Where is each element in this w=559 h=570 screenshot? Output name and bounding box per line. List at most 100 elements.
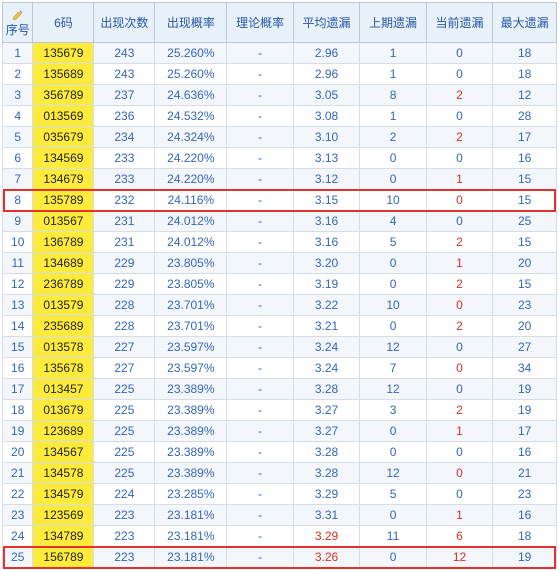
header-idx[interactable]: 序号 (3, 3, 33, 43)
table-row[interactable]: 813578923224.116%-3.1510015 (3, 190, 557, 211)
cell-prev: 2 (360, 127, 426, 148)
cell-code: 013579 (33, 295, 94, 316)
cell-avg: 3.13 (293, 148, 359, 169)
cell-idx: 18 (3, 400, 33, 421)
lottery-table: 序号 6码 出现次数 出现概率 理论概率 平均遗漏 上期遗漏 当前遗漏 最大遗漏… (2, 2, 557, 568)
header-count[interactable]: 出现次数 (94, 3, 155, 43)
cell-count: 228 (94, 295, 155, 316)
cell-curr: 0 (426, 64, 492, 85)
header-prev[interactable]: 上期遗漏 (360, 3, 426, 43)
table-row[interactable]: 2213457922423.285%-3.295023 (3, 484, 557, 505)
cell-code: 013567 (33, 211, 94, 232)
table-row[interactable]: 1912368922523.389%-3.270117 (3, 421, 557, 442)
cell-prev: 0 (360, 274, 426, 295)
cell-avg: 3.19 (293, 274, 359, 295)
cell-curr: 6 (426, 526, 492, 547)
table-row[interactable]: 2013456722523.389%-3.280016 (3, 442, 557, 463)
cell-prob: 23.181% (155, 547, 227, 568)
header-avg[interactable]: 平均遗漏 (293, 3, 359, 43)
cell-prob: 23.701% (155, 316, 227, 337)
cell-count: 223 (94, 547, 155, 568)
cell-prob: 24.220% (155, 169, 227, 190)
cell-prob: 24.012% (155, 211, 227, 232)
cell-idx: 3 (3, 85, 33, 106)
cell-avg: 3.27 (293, 421, 359, 442)
cell-avg: 3.31 (293, 505, 359, 526)
cell-theo: - (227, 295, 293, 316)
table-row[interactable]: 713467923324.220%-3.120115 (3, 169, 557, 190)
cell-idx: 22 (3, 484, 33, 505)
cell-idx: 23 (3, 505, 33, 526)
cell-avg: 3.15 (293, 190, 359, 211)
cell-count: 236 (94, 106, 155, 127)
header-prob[interactable]: 出现概率 (155, 3, 227, 43)
cell-avg: 3.16 (293, 211, 359, 232)
cell-curr: 0 (426, 295, 492, 316)
header-curr[interactable]: 当前遗漏 (426, 3, 492, 43)
cell-idx: 7 (3, 169, 33, 190)
table-row[interactable]: 1801367922523.389%-3.273219 (3, 400, 557, 421)
table-row[interactable]: 1301357922823.701%-3.2210023 (3, 295, 557, 316)
cell-count: 231 (94, 211, 155, 232)
table-row[interactable]: 213568924325.260%-2.961018 (3, 64, 557, 85)
cell-idx: 15 (3, 337, 33, 358)
cell-avg: 3.24 (293, 337, 359, 358)
cell-code: 156789 (33, 547, 94, 568)
table-row[interactable]: 401356923624.532%-3.081028 (3, 106, 557, 127)
cell-theo: - (227, 547, 293, 568)
cell-idx: 4 (3, 106, 33, 127)
cell-count: 224 (94, 484, 155, 505)
table-row[interactable]: 1013678923124.012%-3.165215 (3, 232, 557, 253)
cell-prev: 0 (360, 421, 426, 442)
cell-prev: 10 (360, 295, 426, 316)
cell-prev: 1 (360, 106, 426, 127)
cell-prev: 0 (360, 547, 426, 568)
table-row[interactable]: 901356723124.012%-3.164025 (3, 211, 557, 232)
cell-max: 23 (493, 295, 557, 316)
table-row[interactable]: 1223678922923.805%-3.190215 (3, 274, 557, 295)
table-row[interactable]: 2113457822523.389%-3.2812021 (3, 463, 557, 484)
cell-theo: - (227, 274, 293, 295)
cell-prob: 23.389% (155, 400, 227, 421)
table-row[interactable]: 1423568922823.701%-3.210220 (3, 316, 557, 337)
cell-max: 19 (493, 379, 557, 400)
table-row[interactable]: 2413478922323.181%-3.2911618 (3, 526, 557, 547)
table-row[interactable]: 1113468922923.805%-3.200120 (3, 253, 557, 274)
table-row[interactable]: 1701345722523.389%-3.2812019 (3, 379, 557, 400)
cell-code: 236789 (33, 274, 94, 295)
cell-theo: - (227, 211, 293, 232)
cell-max: 15 (493, 190, 557, 211)
cell-max: 23 (493, 484, 557, 505)
cell-code: 134579 (33, 484, 94, 505)
header-theo[interactable]: 理论概率 (227, 3, 293, 43)
cell-curr: 0 (426, 148, 492, 169)
table-row[interactable]: 1613567822723.597%-3.247034 (3, 358, 557, 379)
table-row[interactable]: 2515678922323.181%-3.2601219 (3, 547, 557, 568)
cell-avg: 3.28 (293, 442, 359, 463)
cell-prob: 25.260% (155, 43, 227, 64)
cell-count: 225 (94, 442, 155, 463)
table-wrap: 序号 6码 出现次数 出现概率 理论概率 平均遗漏 上期遗漏 当前遗漏 最大遗漏… (2, 2, 557, 568)
cell-prev: 5 (360, 484, 426, 505)
table-row[interactable]: 335678923724.636%-3.058212 (3, 85, 557, 106)
cell-theo: - (227, 358, 293, 379)
table-row[interactable]: 1501357822723.597%-3.2412027 (3, 337, 557, 358)
table-body: 113567924325.260%-2.961018213568924325.2… (3, 43, 557, 568)
cell-max: 34 (493, 358, 557, 379)
cell-idx: 21 (3, 463, 33, 484)
cell-theo: - (227, 169, 293, 190)
header-code[interactable]: 6码 (33, 3, 94, 43)
cell-prev: 12 (360, 337, 426, 358)
cell-prob: 23.389% (155, 442, 227, 463)
cell-avg: 3.28 (293, 463, 359, 484)
cell-avg: 3.22 (293, 295, 359, 316)
cell-idx: 9 (3, 211, 33, 232)
cell-curr: 0 (426, 106, 492, 127)
table-row[interactable]: 503567923424.324%-3.102217 (3, 127, 557, 148)
header-max[interactable]: 最大遗漏 (493, 3, 557, 43)
table-row[interactable]: 2312356922323.181%-3.310116 (3, 505, 557, 526)
cell-max: 20 (493, 253, 557, 274)
table-row[interactable]: 113567924325.260%-2.961018 (3, 43, 557, 64)
table-row[interactable]: 613456923324.220%-3.130016 (3, 148, 557, 169)
cell-code: 135789 (33, 190, 94, 211)
